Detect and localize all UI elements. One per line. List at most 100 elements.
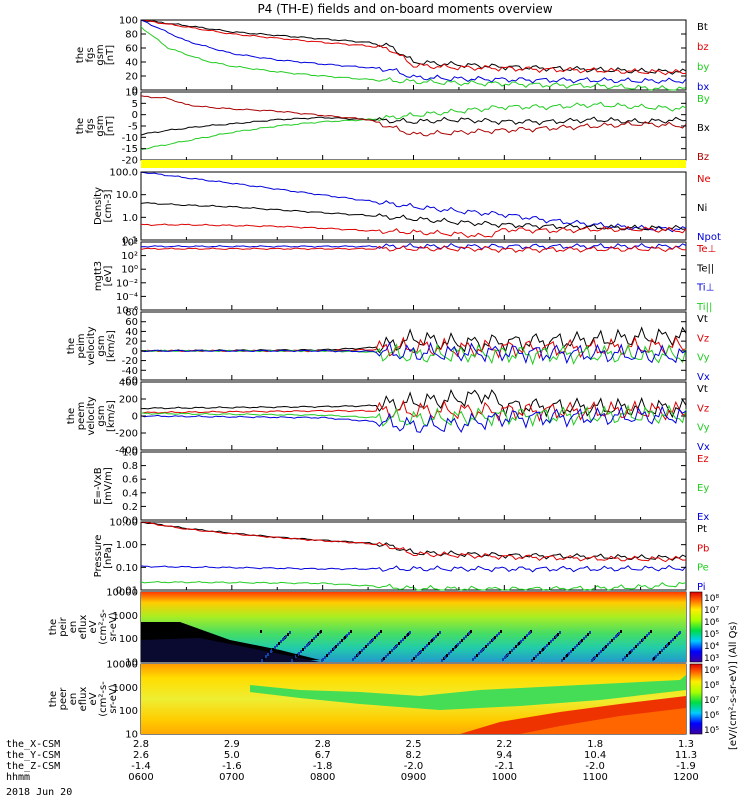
spectrogram-speckle	[359, 651, 361, 654]
spectrogram-speckle	[293, 657, 295, 660]
spectrogram-speckle	[452, 648, 454, 651]
series-line-vz	[140, 399, 687, 423]
x-tick-value: 8.2	[406, 750, 422, 761]
y-axis-label: velocity	[86, 326, 97, 365]
spectrogram-speckle	[372, 638, 374, 641]
y-axis-label: eflux	[78, 687, 89, 712]
series-line-bx	[140, 116, 687, 136]
spectrogram-speckle	[542, 648, 544, 651]
legend-vx: Vx	[697, 442, 710, 453]
spectrogram-speckle	[339, 641, 341, 644]
x-tick-value: 2.8	[133, 739, 149, 750]
spectrogram-speckle	[518, 642, 520, 645]
y-tick-label: 0.8	[122, 461, 138, 472]
spectrogram-speckle	[367, 643, 369, 646]
spectrogram-speckle	[485, 645, 487, 648]
y-tick-label: -20	[122, 156, 138, 167]
spectrogram-speckle	[376, 634, 378, 637]
panel-frame	[140, 91, 687, 161]
legend-vz: Vz	[697, 333, 709, 344]
y-tick-label: -5	[128, 122, 138, 133]
y-axis-label: sr-eV)	[108, 612, 119, 641]
spectrogram-speckle	[455, 645, 457, 648]
spectrogram-speckle	[439, 631, 441, 634]
spectrogram-speckle	[535, 655, 537, 658]
spectrogram-speckle	[330, 650, 332, 653]
spectrogram-speckle	[474, 656, 476, 659]
spectrogram-speckle	[272, 648, 274, 651]
spectrogram-speckle	[459, 641, 461, 644]
x-row-label: the_Y-CSM	[6, 750, 60, 761]
spectrogram-speckle	[472, 658, 474, 661]
spectrogram-speckle	[398, 642, 400, 645]
spectrogram-speckle	[468, 632, 470, 635]
spectrogram-speckle	[520, 640, 522, 643]
spectrogram-speckle	[596, 654, 598, 657]
series-line-ne	[140, 223, 687, 238]
colorbar-tick-label: 10⁶	[704, 618, 719, 628]
y-tick-label: 80	[125, 308, 138, 319]
spectrogram-speckle	[635, 645, 637, 648]
spectrogram-speckle	[616, 634, 618, 637]
spectrogram-speckle	[315, 635, 317, 638]
spectrogram-speckle	[563, 657, 565, 660]
colorbar-tick-label: 10⁵	[704, 630, 719, 640]
y-axis-label: en	[68, 621, 79, 634]
y-tick-label: 1.00	[116, 540, 138, 551]
x-tick-value: 1200	[673, 772, 698, 783]
y-tick-label: 0	[132, 110, 138, 121]
y-axis-label: the	[66, 338, 77, 354]
spectrogram-speckle	[298, 652, 300, 655]
spectrogram-speckle	[644, 636, 646, 639]
y-axis-label: (cm²-s-	[98, 609, 109, 645]
y-tick-label: 200	[119, 395, 138, 406]
spectrogram-speckle	[348, 632, 350, 635]
y-tick-label: 10	[125, 730, 138, 741]
spectrogram-speckle	[481, 649, 483, 652]
spectrogram-speckle	[328, 652, 330, 655]
spectrogram-speckle	[531, 659, 533, 662]
y-tick-label: 0	[132, 412, 138, 423]
y-tick-label: 0.10	[116, 563, 138, 574]
panel-density: 100.0 10.0 1.0 0.1 Density [cm-3] Ne Ni Npot	[93, 168, 721, 247]
y-tick-label: 10⁻²	[116, 278, 138, 289]
spectrogram-speckle	[309, 641, 311, 644]
y-tick-label: 0.01	[116, 586, 138, 597]
colorbar-tick-label: 10⁴	[704, 642, 719, 652]
y-tick-label: 60	[125, 317, 138, 328]
x-row-label: the_Z-CSM	[6, 761, 60, 772]
colorbar-tick-label: 10⁸	[704, 594, 719, 604]
spectrogram-speckle	[552, 638, 554, 641]
spectrogram-speckle	[409, 631, 411, 634]
x-tick-value: 1.8	[587, 739, 603, 750]
spectrogram-speckle	[507, 653, 509, 656]
x-row-label: the_X-CSM	[6, 739, 60, 750]
spectrogram-speckle	[589, 631, 591, 634]
y-axis-label: the	[66, 408, 77, 424]
y-tick-label: 80	[125, 30, 138, 41]
series-line-ti	[140, 242, 687, 250]
spectrogram-speckle	[311, 639, 313, 642]
spectrogram-speckle	[605, 645, 607, 648]
y-axis-label: eV	[88, 620, 99, 633]
legend-bt: Bt	[697, 22, 708, 33]
colorbar-tick-label: 10⁶	[704, 711, 719, 721]
legend-pb: Pb	[697, 543, 709, 554]
y-tick-label: 10⁰	[121, 265, 138, 276]
spectrogram-speckle	[515, 645, 517, 648]
legend-vz: Vz	[697, 403, 709, 414]
spectrogram-speckle	[639, 641, 641, 644]
spectrogram-speckle	[413, 657, 415, 660]
y-axis-label: peer	[58, 687, 69, 711]
y-axis-label: [nPa]	[103, 543, 114, 569]
y-tick-label: 10²	[121, 251, 138, 262]
x-tick-value: 1100	[582, 772, 607, 783]
y-axis-label: Density	[93, 187, 104, 225]
x-tick-value: -1.4	[131, 761, 151, 772]
spectrogram-speckle	[581, 639, 583, 642]
y-axis-label: gsm	[95, 115, 106, 136]
y-tick-label: 10⁻⁴	[116, 292, 138, 303]
x-tick-value: 0800	[310, 772, 335, 783]
spectrogram-speckle	[559, 631, 561, 634]
y-tick-label: 10000	[106, 588, 138, 599]
